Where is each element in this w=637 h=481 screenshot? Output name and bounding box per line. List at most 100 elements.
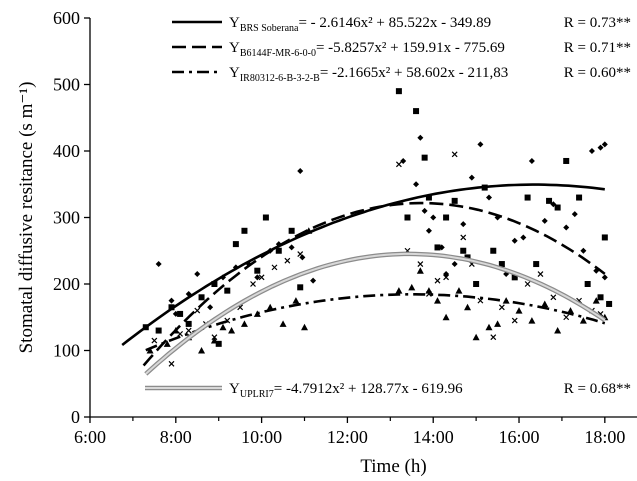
point-triangle [408,283,416,291]
point-triangle [528,317,536,324]
y-tick-label: 400 [53,141,80,161]
y-tick-label: 500 [53,75,80,95]
legend-entry-b6144f-mr-6-0-0: YB6144F-MR-6-0-0= -5.8257x² + 159.91x - … [172,40,631,59]
point-square [168,304,175,311]
point-triangle [592,297,600,304]
point-x [185,327,192,334]
point-triangle [395,287,403,294]
fit-curve-brs-soberana [121,183,605,347]
point-square [241,227,248,234]
x-axis-title: Time (h) [360,456,426,477]
point-diamond [601,141,608,148]
point-diamond [451,261,458,268]
point-diamond [597,144,604,151]
point-diamond [460,221,467,228]
y-tick-label: 600 [53,8,80,28]
point-square [262,214,269,221]
x-tick-label: 10:00 [241,427,282,447]
point-square [511,274,518,281]
point-x [168,360,175,367]
point-x [271,264,278,271]
point-triangle [554,327,562,334]
point-diamond [297,167,304,174]
point-square [584,281,591,287]
point-square [211,281,218,287]
point-square [533,261,540,268]
equation-subscript: B6144F-MR-6-0-0 [240,48,316,59]
point-diamond [485,194,492,201]
legend-entry-uplri7: YUPLRI7= -4.7912x² + 128.77x - 619.96 R =… [145,381,631,400]
point-triangle [567,307,575,314]
point-x [460,234,467,241]
point-triangle [416,267,424,274]
equation-formula: = -5.8257x² + 159.91x - 775.69 [316,40,505,56]
point-x [250,281,256,287]
point-diamond [254,274,261,281]
point-triangle [434,297,442,304]
equation-text: YIR80312-6-B-3-2-B= -2.1665x² + 58.602x … [229,65,508,84]
point-square [606,300,613,307]
legend-entry-brs-soberana: YBRS Soberana= - 2.6146x² + 85.522x - 34… [172,15,631,34]
fit-curve-ir80312-6-b-3-2-b [145,293,606,352]
point-diamond [299,254,306,261]
point-diamond [571,211,578,218]
point-square [451,197,458,204]
point-square [288,227,295,234]
point-square [601,234,608,241]
point-x [550,294,557,301]
x-tick-label: 18:00 [584,427,625,447]
point-x [498,304,505,311]
point-x [490,334,497,341]
point-x [563,314,570,321]
point-square [224,287,231,294]
point-square [554,204,561,211]
point-triangle [515,307,523,314]
equation-text: YB6144F-MR-6-0-0= -5.8257x² + 159.91x - … [229,40,505,59]
point-diamond [477,141,484,148]
point-diamond [588,148,595,154]
point-square [232,241,239,248]
point-diamond [601,274,608,281]
point-diamond [563,224,570,231]
point-diamond [511,237,518,244]
y-tick-label: 100 [53,341,80,361]
point-diamond [425,227,432,234]
legend: YBRS Soberana= - 2.6146x² + 85.522x - 34… [145,15,631,400]
equation-y: Y [229,65,240,81]
point-triangle [579,317,587,324]
y-axis-title: Stomatal diffusive resitance (s m⁻¹) [16,82,37,354]
point-square [546,197,553,204]
point-x [177,330,184,337]
axes: 0 100 200 300 400 500 600 6:00 8:00 10:00 12:00 14:… [16,8,637,477]
point-square [498,261,505,268]
point-triangle [455,287,463,294]
point-diamond [520,234,527,241]
point-x [443,274,450,281]
equation-r-value: R = 0.60** [564,65,631,81]
point-square [177,310,184,317]
point-x [537,271,544,277]
equation-subscript: BRS Soberana [240,23,299,34]
point-x [434,277,441,284]
point-diamond [155,261,162,268]
point-x [284,257,291,264]
equation-formula: = -2.1665x² + 58.602x - 211,83 [320,65,508,81]
equation-y: Y [229,40,240,56]
equation-r-value: R = 0.71** [564,40,631,56]
point-x [297,251,304,257]
point-triangle [146,347,154,354]
point-square [460,247,467,254]
equation-y: Y [229,15,240,31]
y-tick-label: 200 [53,274,80,294]
point-triangle [240,320,248,327]
equation-r-value: R = 0.73** [564,15,631,31]
point-x [258,274,265,281]
point-square [155,327,162,334]
point-square [563,157,570,164]
point-square [275,247,282,254]
point-diamond [207,304,214,311]
point-triangle [292,297,300,304]
point-diamond [288,244,295,251]
point-square [254,267,261,274]
